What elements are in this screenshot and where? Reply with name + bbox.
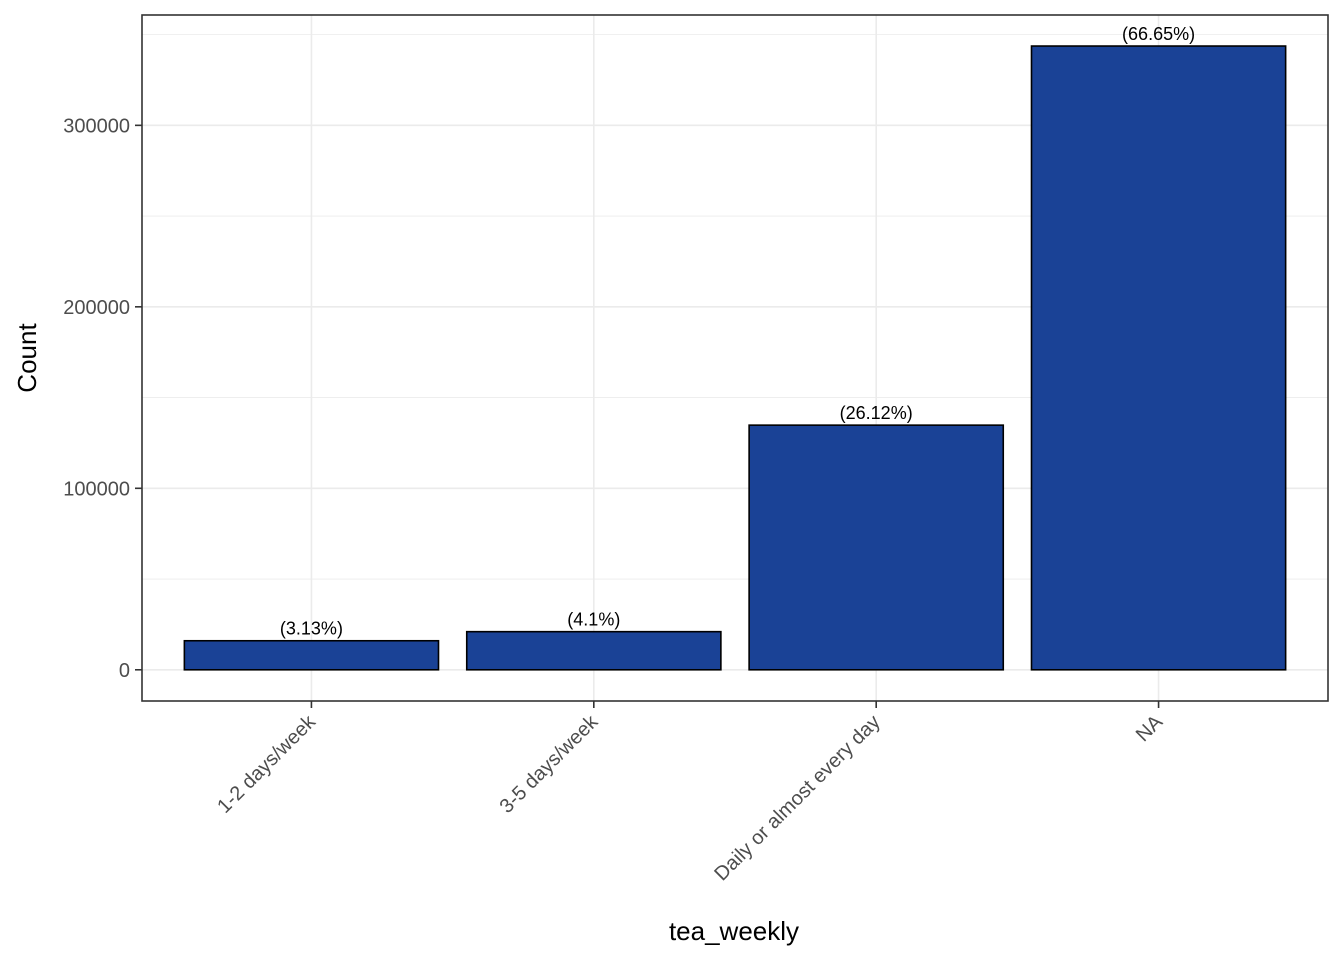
bar-data-label: (3.13%) bbox=[280, 619, 343, 639]
x-tick-label: 3-5 days/week bbox=[496, 710, 603, 817]
x-tick-label: 1-2 days/week bbox=[213, 710, 320, 817]
bar bbox=[748, 424, 1005, 671]
y-axis-title: Count bbox=[12, 323, 42, 393]
bar-labels: (3.13%) (4.1%) (26.12%) (66.65%) bbox=[280, 24, 1195, 639]
bar bbox=[465, 630, 722, 671]
x-tick-label: Daily or almost every day bbox=[710, 711, 884, 885]
x-tick-label: NA bbox=[1132, 711, 1168, 747]
bars bbox=[183, 45, 1287, 671]
bar bbox=[183, 639, 440, 671]
bar-data-label: (26.12%) bbox=[840, 403, 913, 423]
panel-border bbox=[141, 14, 1329, 702]
y-axis: 0 100000 200000 300000 bbox=[63, 115, 142, 682]
x-axis: 1-2 days/week 3-5 days/week Daily or almos… bbox=[213, 701, 1168, 885]
bar-data-label: (4.1%) bbox=[567, 610, 620, 630]
y-tick-label: 100000 bbox=[63, 478, 130, 500]
y-tick-label: 300000 bbox=[63, 115, 130, 137]
bar bbox=[1030, 45, 1287, 671]
bar-data-label: (66.65%) bbox=[1122, 24, 1195, 44]
y-tick-label: 200000 bbox=[63, 297, 130, 319]
x-axis-title: tea_weekly bbox=[669, 916, 799, 946]
y-tick-label: 0 bbox=[119, 660, 130, 682]
